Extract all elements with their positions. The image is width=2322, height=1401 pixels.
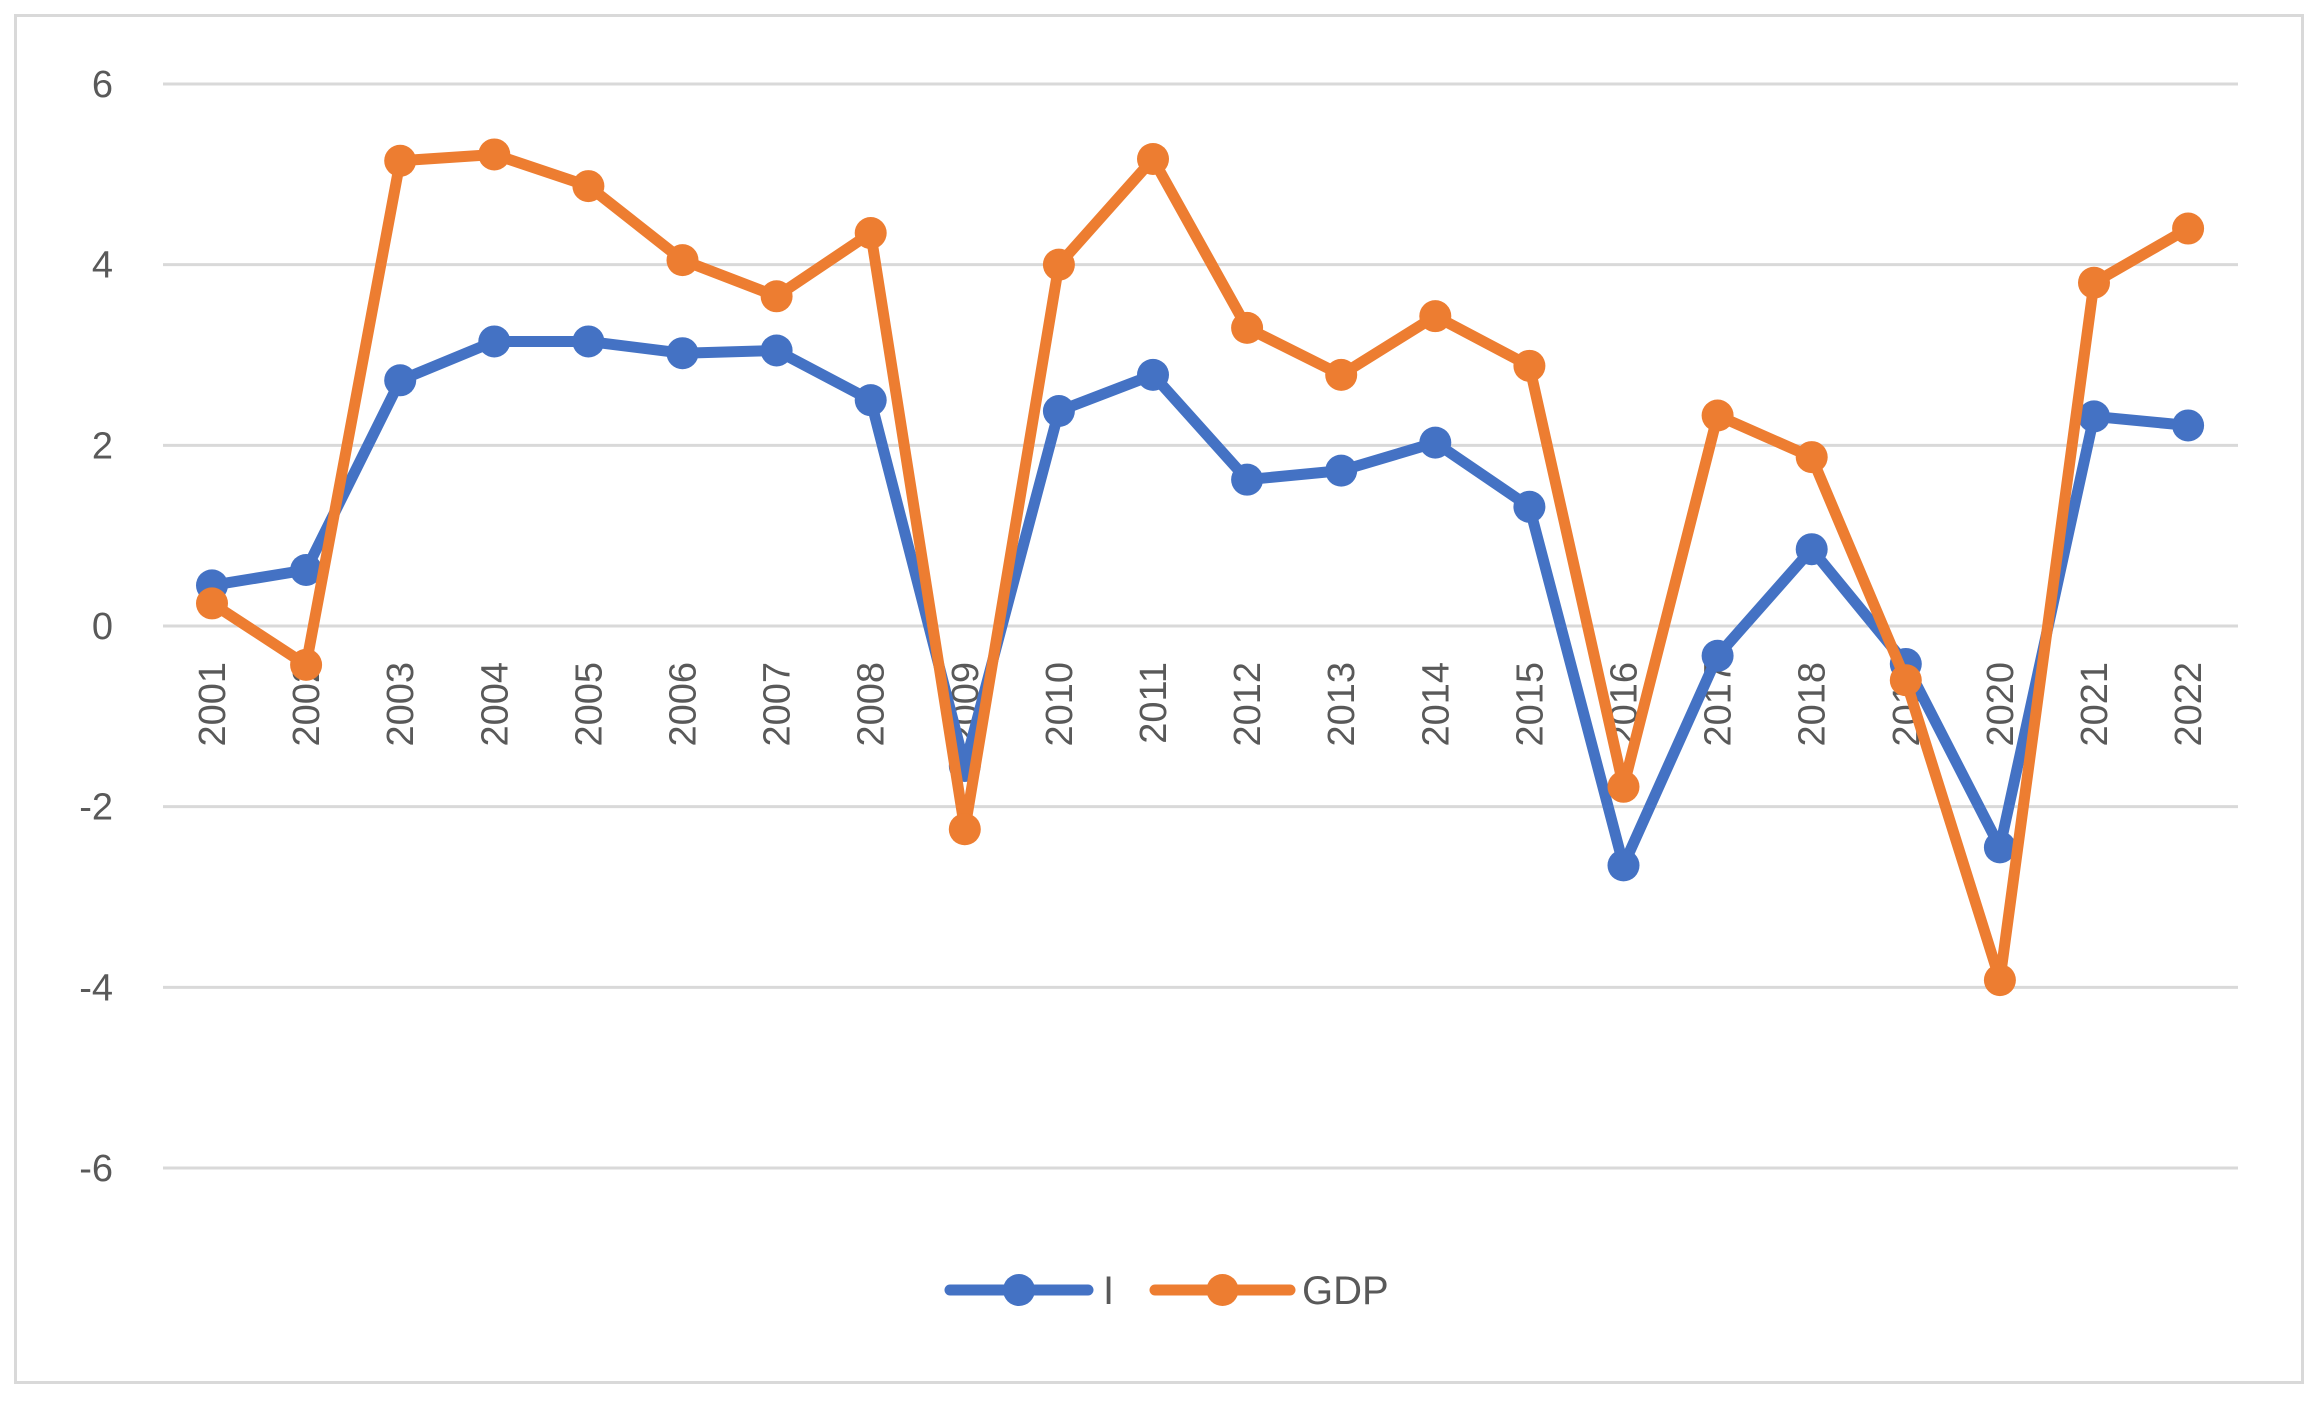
data-point-gdp bbox=[384, 144, 417, 177]
data-point-gdp bbox=[1042, 248, 1075, 281]
x-tick-label: 2020 bbox=[1980, 662, 2022, 747]
data-point-i bbox=[2078, 400, 2110, 433]
data-point-gdp bbox=[1983, 964, 2016, 997]
legend: I GDP bbox=[944, 1269, 1389, 1313]
legend-item-gdp: GDP bbox=[1149, 1269, 1389, 1313]
data-point-i bbox=[1795, 533, 1828, 566]
gridlines bbox=[163, 82, 2238, 1170]
y-tick-label: -6 bbox=[79, 1148, 113, 1190]
data-point-gdp bbox=[1325, 358, 1358, 391]
data-point-i bbox=[478, 325, 511, 358]
x-tick-label: 2010 bbox=[1039, 662, 1081, 747]
x-tick-label: 2001 bbox=[192, 662, 234, 747]
data-point-gdp bbox=[572, 170, 605, 203]
data-point-gdp bbox=[1231, 311, 1264, 344]
data-point-i bbox=[2172, 409, 2205, 442]
data-point-i bbox=[1701, 639, 1734, 672]
series-gdp bbox=[196, 138, 2205, 997]
x-tick-label: 2013 bbox=[1321, 662, 1363, 747]
data-point-i bbox=[1325, 454, 1358, 487]
data-point-i bbox=[666, 337, 699, 370]
y-axis-ticks: 6 4 2 0 -2 -4 -6 bbox=[79, 64, 113, 1190]
data-point-gdp bbox=[1795, 441, 1828, 474]
data-point-i bbox=[1137, 358, 1169, 391]
x-tick-label: 2004 bbox=[474, 662, 516, 747]
x-tick-label: 2018 bbox=[1792, 662, 1834, 747]
y-tick-label: 2 bbox=[92, 425, 113, 467]
data-point-i bbox=[854, 384, 887, 417]
data-point-gdp bbox=[2078, 266, 2110, 299]
data-point-gdp bbox=[760, 280, 793, 313]
legend-label-i: I bbox=[1103, 1269, 1114, 1313]
data-point-gdp bbox=[290, 648, 323, 681]
data-point-i bbox=[760, 334, 793, 367]
x-tick-label: 2015 bbox=[1509, 662, 1551, 747]
series-line-gdp bbox=[206, 148, 2194, 986]
x-tick-label: 2014 bbox=[1415, 662, 1457, 747]
data-point-i bbox=[1042, 395, 1075, 428]
x-tick-label: 2008 bbox=[851, 662, 893, 747]
data-point-i bbox=[384, 364, 417, 397]
y-tick-label: 4 bbox=[92, 245, 113, 287]
series bbox=[196, 138, 2205, 997]
data-point-gdp bbox=[196, 587, 228, 620]
data-point-gdp bbox=[1137, 142, 1169, 175]
series-line-i bbox=[206, 335, 2194, 871]
data-point-i bbox=[1419, 426, 1452, 459]
y-tick-label: -2 bbox=[79, 787, 113, 829]
x-tick-label: 2007 bbox=[757, 662, 799, 747]
data-point-i bbox=[290, 553, 323, 586]
data-point-i bbox=[1607, 849, 1640, 882]
x-tick-label: 2021 bbox=[2074, 662, 2116, 747]
x-tick-label: 2006 bbox=[663, 662, 705, 747]
data-point-gdp bbox=[478, 138, 511, 171]
data-point-i bbox=[1983, 831, 2016, 864]
y-tick-label: 0 bbox=[92, 606, 113, 648]
data-point-gdp bbox=[2172, 212, 2205, 245]
data-point-gdp bbox=[1889, 664, 1922, 697]
legend-marker-i bbox=[1003, 1274, 1035, 1306]
x-tick-label: 2011 bbox=[1133, 662, 1175, 744]
data-point-gdp bbox=[948, 813, 981, 846]
x-tick-label: 2005 bbox=[568, 662, 610, 747]
data-point-gdp bbox=[1701, 399, 1734, 432]
legend-label-gdp: GDP bbox=[1302, 1269, 1389, 1313]
series-i bbox=[196, 325, 2205, 882]
legend-item-i: I bbox=[944, 1269, 1114, 1313]
data-point-gdp bbox=[854, 217, 887, 250]
legend-marker-gdp bbox=[1206, 1274, 1239, 1306]
data-point-i bbox=[1513, 490, 1546, 523]
data-point-gdp bbox=[1607, 770, 1640, 803]
y-tick-label: 6 bbox=[92, 64, 113, 106]
data-point-gdp bbox=[666, 244, 699, 277]
x-tick-label: 2012 bbox=[1227, 662, 1269, 747]
y-tick-label: -4 bbox=[79, 967, 113, 1009]
data-point-gdp bbox=[1419, 300, 1452, 333]
x-tick-label: 2022 bbox=[2168, 662, 2210, 747]
data-point-i bbox=[572, 325, 605, 358]
data-point-gdp bbox=[1513, 349, 1546, 382]
x-tick-label: 2003 bbox=[380, 662, 422, 747]
data-point-i bbox=[1231, 463, 1264, 496]
